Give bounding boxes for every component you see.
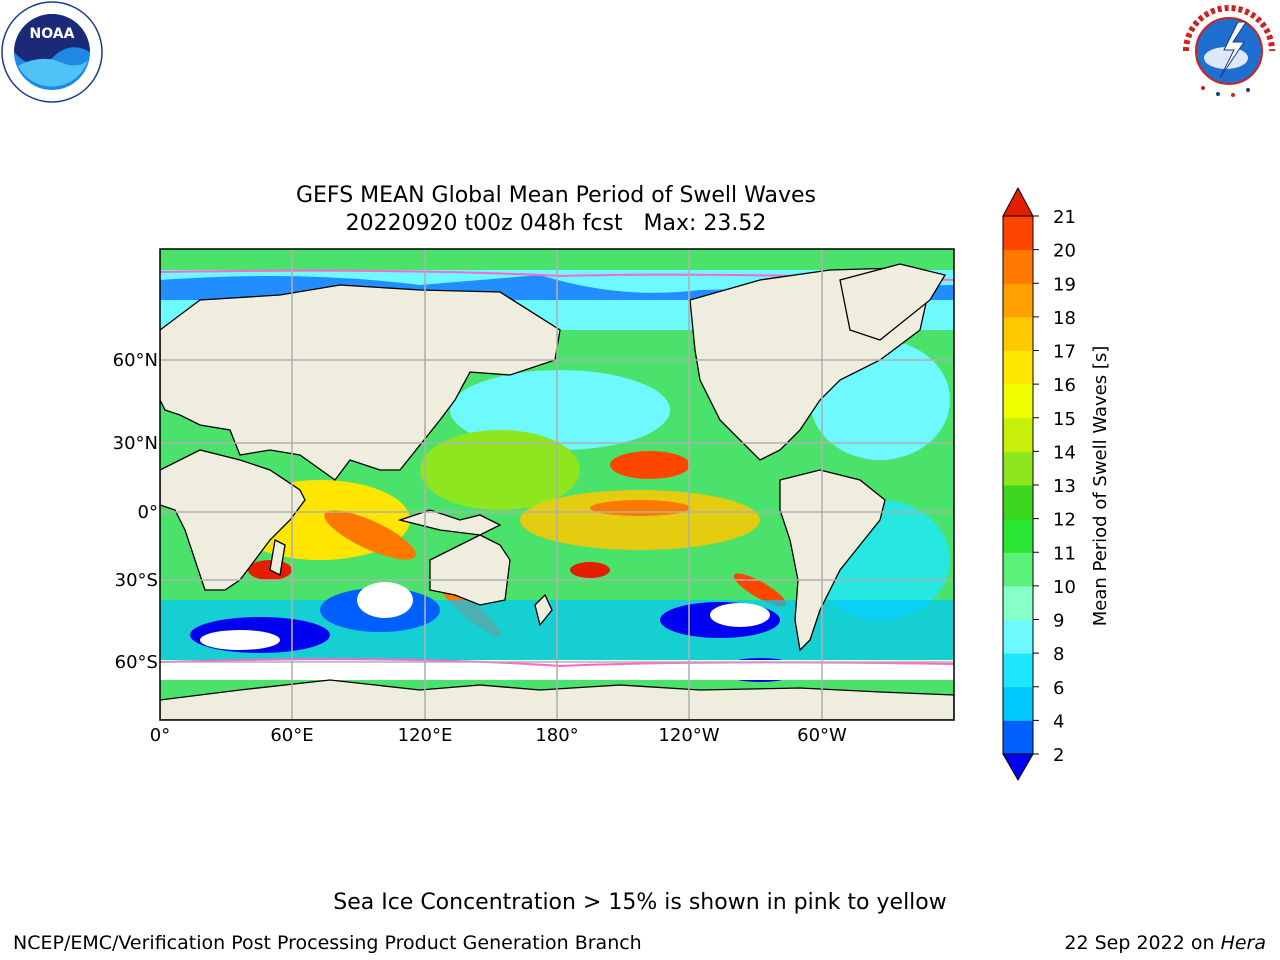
colorbar-level [1003,350,1033,385]
map-frame [159,248,955,721]
colorbar-tick-label: 15 [1053,409,1076,430]
colorbar-level [1003,216,1033,251]
colorbar-over-extension [1002,186,1034,217]
colorbar-tick-label: 11 [1053,543,1076,564]
colorbar-label: Mean Period of Swell Waves [s] [1090,346,1111,627]
lat-label: 0° [138,502,158,523]
lat-label: 30°S [115,570,158,591]
colorbar-level [1003,316,1033,351]
colorbar-tick-label: 2 [1053,745,1064,766]
colorbar-level [1003,249,1033,284]
colorbar: 2 4 6 8 9 10 11 12 13 14 15 16 17 18 19 20 21 [1002,186,1076,782]
colorbar-tick-label: 21 [1053,207,1076,228]
colorbar-level [1003,485,1033,520]
colorbar-level [1003,619,1033,654]
colorbar-level [1003,451,1033,486]
nws-logo-icon [1180,2,1278,100]
sea-ice-note: Sea Ice Concentration > 15% is shown in … [333,890,947,915]
credit-date: 22 Sep 2022 on Hera [1064,932,1266,954]
longitude-labels: 0° 60°E 120°E 180° 120°W 60°W [150,725,847,746]
colorbar-tick-label: 14 [1053,442,1076,463]
colorbar-tick-label: 17 [1053,342,1076,363]
colorbar-level [1003,518,1033,553]
lat-label: 30°N [113,433,158,454]
colorbar-level [1003,653,1033,688]
colorbar-level [1003,417,1033,452]
colorbar-tick-label: 18 [1053,308,1076,329]
credit-branch: NCEP/EMC/Verification Post Processing Pr… [13,932,642,954]
colorbar-level [1003,686,1033,721]
credit-machine: Hera [1220,932,1266,954]
lon-label: 60°E [270,725,313,746]
latitude-labels: 60°N 30°N 0° 30°S 60°S [113,350,158,673]
lat-label: 60°S [115,652,158,673]
lon-label: 180° [535,725,578,746]
colorbar-level [1003,384,1033,419]
colorbar-level [1003,720,1033,755]
map-field [160,249,954,720]
colorbar-tick-label: 10 [1053,577,1076,598]
colorbar-tick-label: 6 [1053,678,1064,699]
lon-label: 60°W [797,725,847,746]
colorbar-tick-label: 19 [1053,274,1076,295]
colorbar-tick-label: 4 [1053,711,1064,732]
swell-period-map: 60°N 30°N 0° 30°S 60°S 0° 60°E 120°E 180… [113,186,1111,782]
colorbar-tick-label: 13 [1053,476,1076,497]
chart-subtitle: 20220920 t00z 048h fcst Max: 23.52 [345,211,767,236]
lon-label: 120°E [398,725,453,746]
colorbar-level [1003,552,1033,587]
noaa-logo-icon: NOAA [1,1,103,103]
colorbar-tick-label: 16 [1053,375,1076,396]
chart-title: GEFS MEAN Global Mean Period of Swell Wa… [295,183,816,208]
colorbar-under-extension [1002,753,1034,782]
lon-label: 120°W [658,725,719,746]
colorbar-level [1003,585,1033,620]
colorbar-tick-label: 12 [1053,510,1076,531]
colorbar-tick-label: 20 [1053,241,1076,262]
lat-label: 60°N [113,350,158,371]
noaa-logo-text: NOAA [30,26,75,42]
colorbar-level [1003,283,1033,318]
credit-date-text: 22 Sep 2022 on [1064,932,1221,954]
colorbar-tick-label: 9 [1053,611,1064,632]
lon-label: 0° [150,725,170,746]
graticule [160,249,954,720]
colorbar-tick-label: 8 [1053,644,1064,665]
